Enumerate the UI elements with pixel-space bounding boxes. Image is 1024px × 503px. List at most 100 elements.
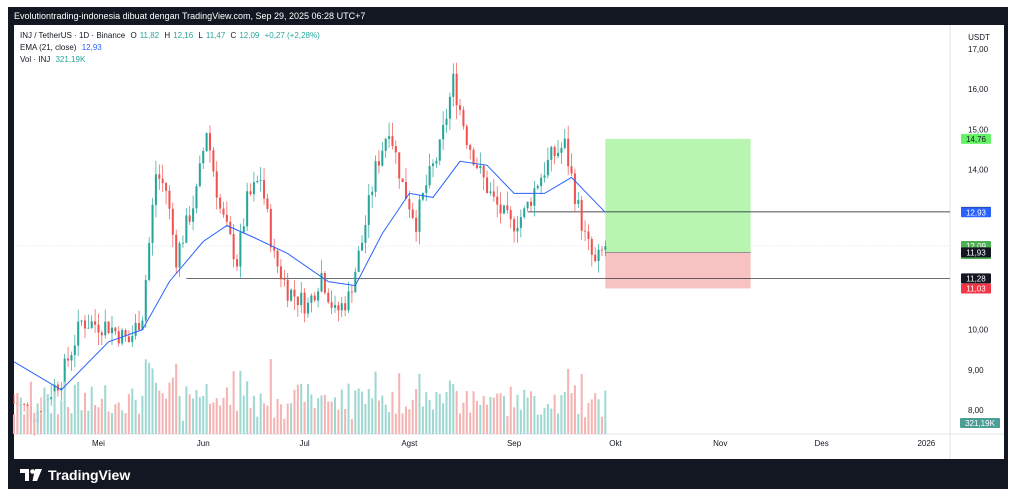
volume-bar xyxy=(83,392,86,434)
y-tick-label: 8,00 xyxy=(968,406,984,415)
candle-body xyxy=(313,295,316,301)
candle-body xyxy=(344,303,347,311)
volume-bar xyxy=(225,387,228,434)
ema-label[interactable]: EMA (21, close) xyxy=(20,43,77,52)
volume-bar xyxy=(279,404,282,434)
volume-bar xyxy=(43,387,46,434)
volume-bar xyxy=(509,386,512,434)
volume-bar xyxy=(276,398,279,434)
volume-bar xyxy=(377,400,380,434)
volume-bar xyxy=(94,404,97,434)
volume-bar xyxy=(144,359,147,434)
volume-bar xyxy=(519,409,522,434)
volume-bar xyxy=(445,391,448,434)
candle-body xyxy=(337,305,340,311)
candle-body xyxy=(279,266,282,280)
candle-body xyxy=(114,327,117,332)
volume-bar xyxy=(188,394,191,434)
volume-label[interactable]: Vol · INJ xyxy=(20,55,51,64)
volume-bar xyxy=(317,398,320,434)
volume-bar xyxy=(50,413,53,434)
volume-bar xyxy=(431,409,435,434)
price-tag-11-28 xyxy=(961,273,991,284)
candle-body xyxy=(408,198,411,210)
plot-area[interactable] xyxy=(14,25,1004,459)
candle-body xyxy=(421,192,424,200)
candle-body xyxy=(431,163,435,167)
candle-body xyxy=(127,336,130,343)
candle-body xyxy=(428,166,431,186)
candle-body xyxy=(418,199,421,232)
volume-bar xyxy=(374,371,377,434)
candle-body xyxy=(63,358,66,388)
x-tick-label: Sep xyxy=(507,439,522,448)
volume-bar xyxy=(475,400,478,434)
candle-body xyxy=(249,191,252,195)
volume-bar xyxy=(421,406,424,434)
volume-bar xyxy=(77,381,80,434)
volume-bar xyxy=(536,414,539,434)
volume-bar xyxy=(489,396,492,434)
volume-bar xyxy=(472,391,475,434)
symbol-label[interactable]: INJ / TetherUS · 1D · Binance xyxy=(20,31,126,40)
volume-bar xyxy=(330,401,333,434)
volume-bar xyxy=(300,383,303,434)
candle-body xyxy=(242,226,245,233)
volume-bar xyxy=(192,398,195,434)
y-tick-label: 9,00 xyxy=(968,366,984,375)
candle-body xyxy=(330,302,333,308)
candle-body xyxy=(516,227,519,232)
volume-bar xyxy=(141,395,144,434)
volume-bar xyxy=(87,410,90,434)
volume-bar xyxy=(513,407,516,434)
volume-bar xyxy=(411,399,414,434)
volume-bar xyxy=(53,391,56,434)
volume-bar xyxy=(158,390,161,434)
candle-body xyxy=(290,289,293,301)
candle-body xyxy=(286,279,289,301)
volume-row: Vol · INJ 321,19K xyxy=(20,54,323,66)
candle-body xyxy=(97,324,100,333)
candle-body xyxy=(205,132,208,151)
candle-body xyxy=(577,200,580,204)
volume-bar xyxy=(577,414,580,434)
candle-body xyxy=(567,138,570,167)
volume-bar xyxy=(195,390,198,434)
price-tag-14-76 xyxy=(961,133,991,144)
candle-body xyxy=(320,272,323,292)
candle-body xyxy=(178,243,181,268)
volume-bar xyxy=(205,384,208,434)
volume-bar xyxy=(560,394,563,434)
volume-bar xyxy=(590,399,593,434)
x-tick-label: Jul xyxy=(299,439,309,448)
y-tick-label: 14,00 xyxy=(968,165,989,174)
candle-body xyxy=(425,185,428,193)
candle-body xyxy=(604,246,607,250)
volume-bar xyxy=(391,391,394,434)
volume-bar xyxy=(408,409,411,434)
candle-body xyxy=(195,186,198,209)
candle-body xyxy=(459,105,462,110)
price-tag-text: 11,03 xyxy=(966,284,986,293)
y-tick-label: 10,00 xyxy=(968,326,989,335)
candle-body xyxy=(192,208,195,222)
volume-bar xyxy=(364,404,367,434)
volume-bar xyxy=(428,399,431,434)
candle-body xyxy=(40,411,43,413)
x-tick-label: Mei xyxy=(92,439,105,448)
price-tag-11-93 xyxy=(961,247,991,258)
volume-bar xyxy=(540,414,543,434)
x-tick-label: Des xyxy=(814,439,828,448)
volume-bar xyxy=(67,407,70,434)
volume-bar xyxy=(63,381,66,434)
candle-body xyxy=(584,230,587,232)
candle-body xyxy=(26,404,29,407)
candle-body xyxy=(225,214,228,222)
tradingview-logo[interactable]: TradingView xyxy=(20,466,130,484)
volume-bar xyxy=(73,384,76,434)
candle-body xyxy=(550,146,553,160)
candle-body xyxy=(323,272,326,293)
candle-body xyxy=(587,231,590,240)
volume-bar xyxy=(232,371,235,434)
